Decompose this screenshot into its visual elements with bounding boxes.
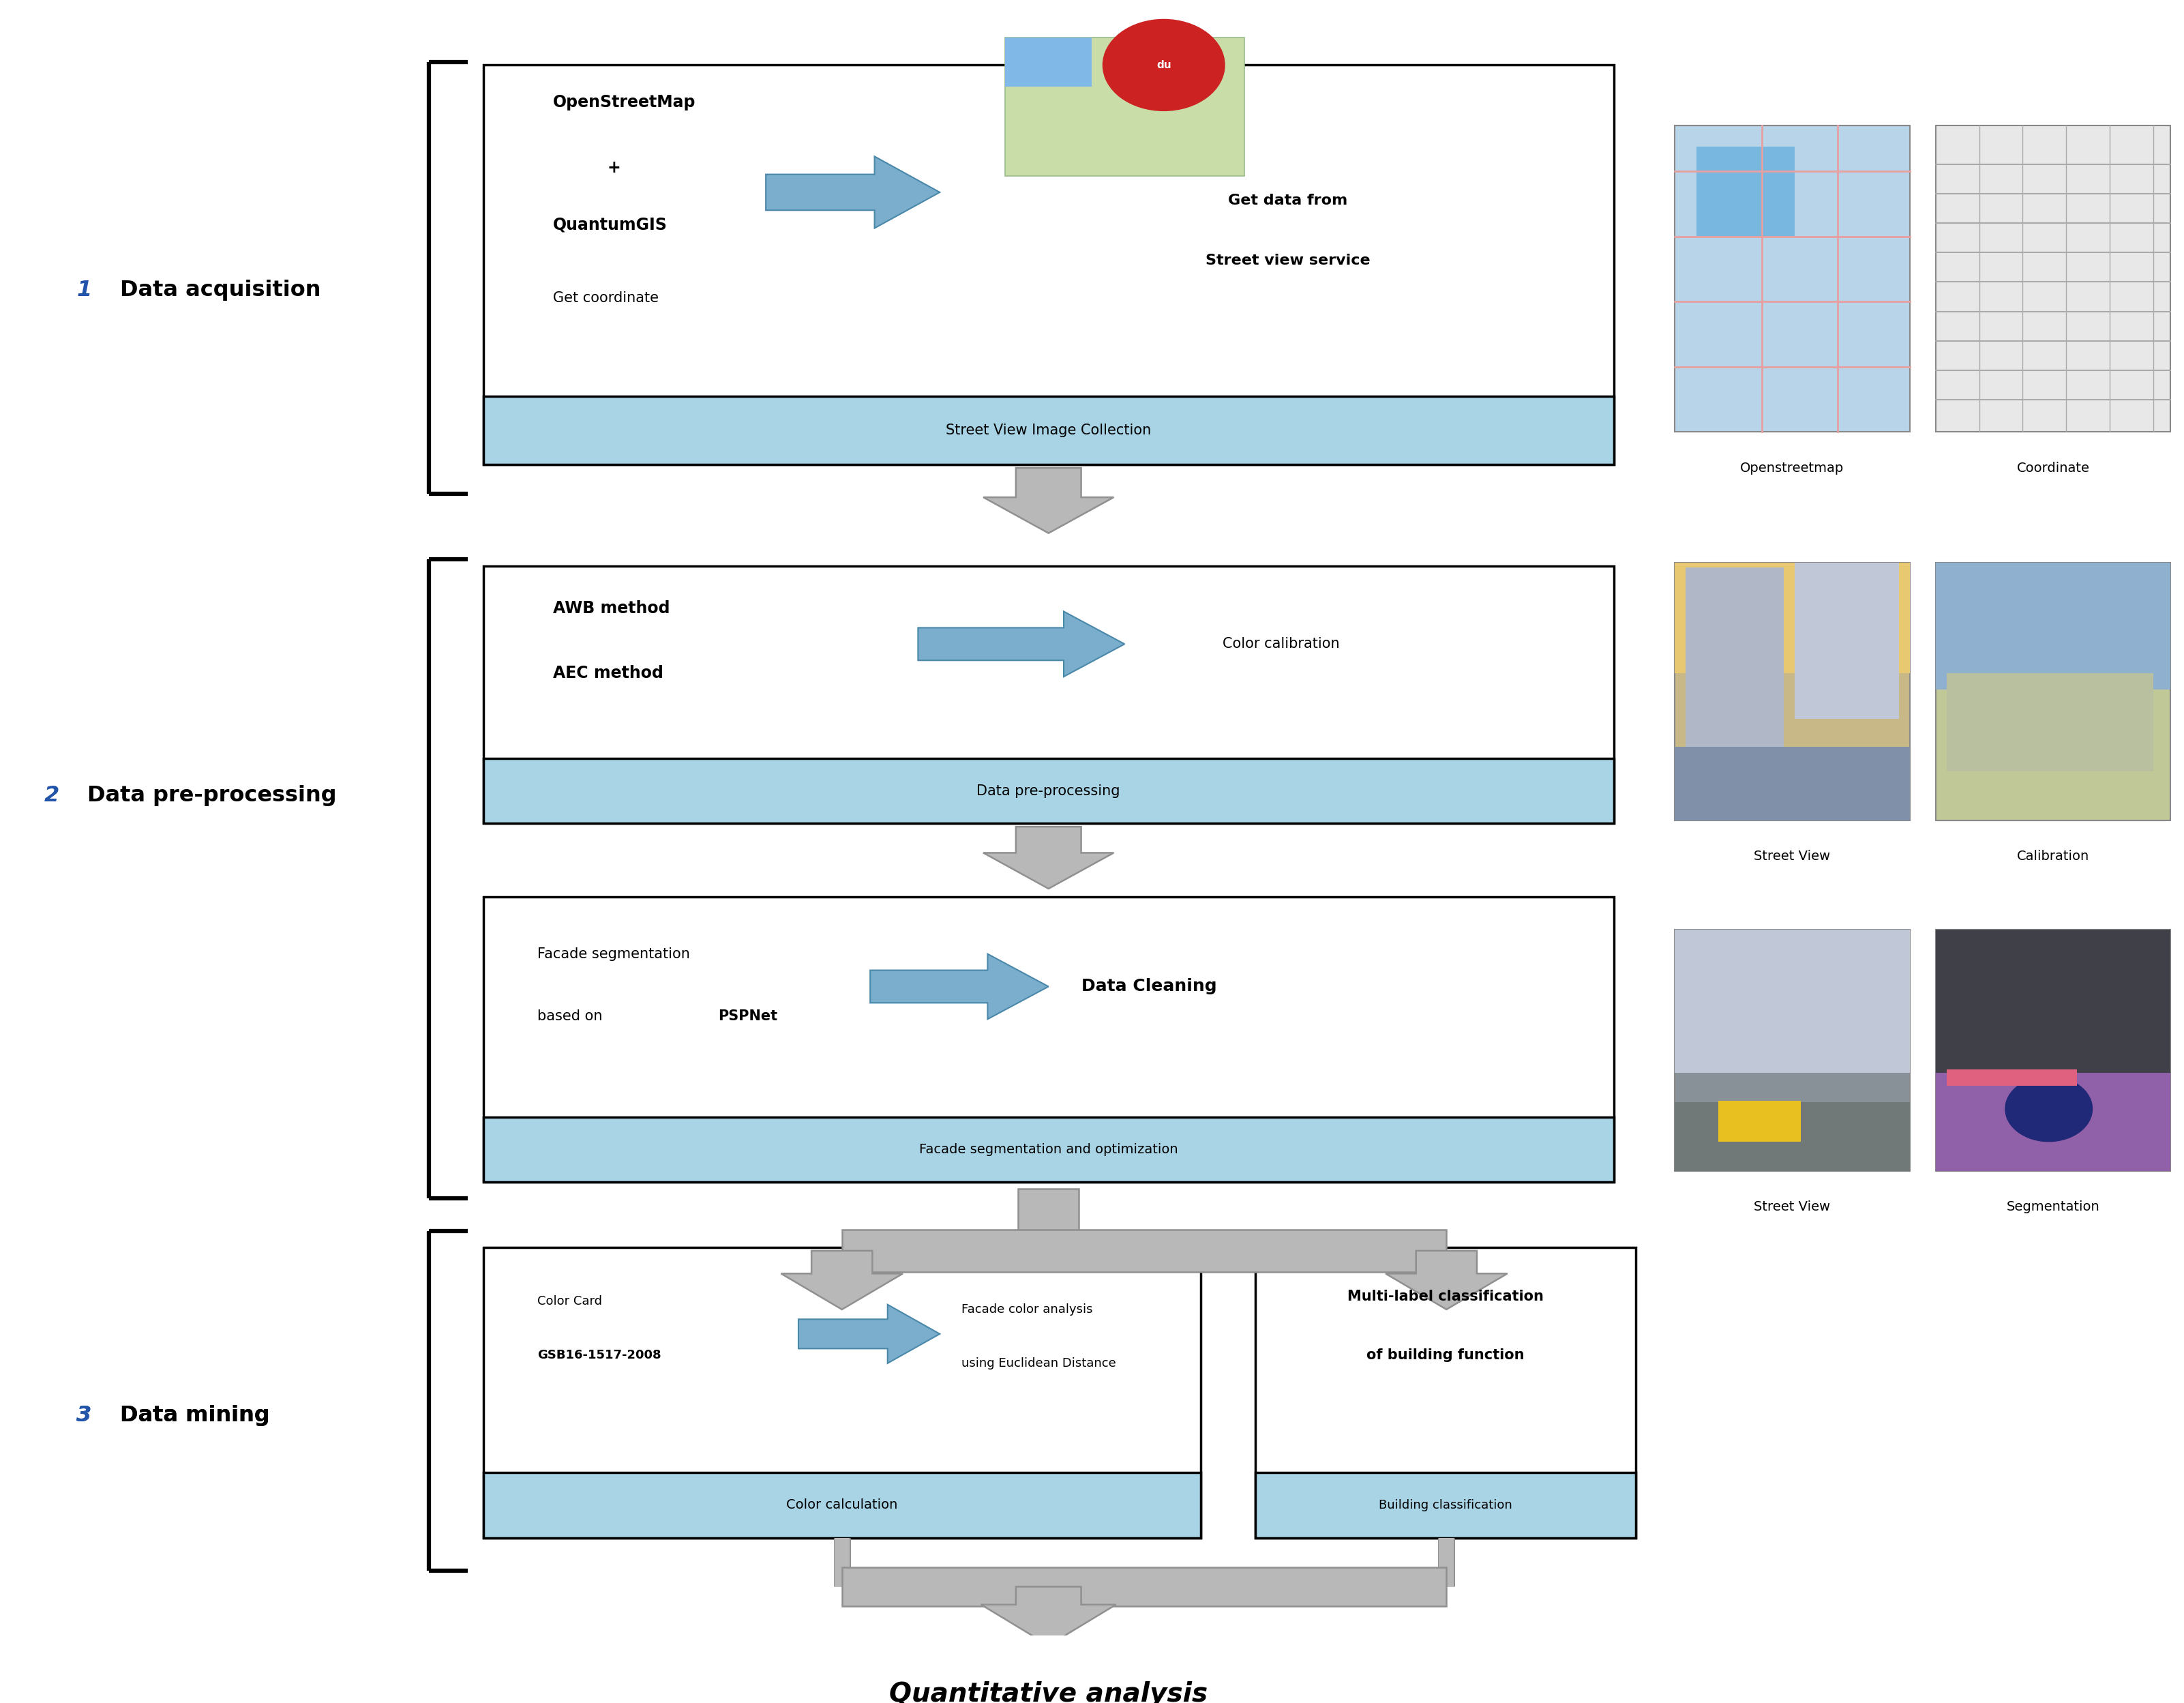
Text: 3: 3 — [76, 1405, 92, 1425]
FancyBboxPatch shape — [1675, 562, 1909, 821]
FancyBboxPatch shape — [1675, 562, 1909, 673]
Text: OpenStreetMap: OpenStreetMap — [553, 94, 695, 111]
Text: du: du — [1155, 60, 1171, 70]
FancyBboxPatch shape — [1256, 1473, 1636, 1538]
FancyBboxPatch shape — [1675, 748, 1909, 821]
Text: Data mining: Data mining — [120, 1405, 271, 1425]
Text: AWB method: AWB method — [553, 599, 670, 616]
FancyBboxPatch shape — [1675, 1102, 1909, 1172]
Text: Street View: Street View — [1754, 1201, 1830, 1213]
Text: PSPNet: PSPNet — [719, 1010, 778, 1024]
Text: Segmentation: Segmentation — [2007, 1201, 2099, 1213]
FancyBboxPatch shape — [1935, 126, 2171, 433]
Text: Color calculation: Color calculation — [786, 1499, 898, 1512]
Text: Data pre-processing: Data pre-processing — [87, 785, 336, 806]
FancyArrow shape — [841, 1567, 1446, 1606]
FancyBboxPatch shape — [483, 897, 1614, 1182]
FancyArrow shape — [1385, 1250, 1507, 1310]
Text: QuantumGIS: QuantumGIS — [553, 216, 666, 233]
FancyBboxPatch shape — [1697, 146, 1795, 237]
FancyBboxPatch shape — [1005, 37, 1092, 87]
FancyBboxPatch shape — [1256, 1248, 1636, 1538]
FancyBboxPatch shape — [483, 1117, 1614, 1182]
Text: Building classification: Building classification — [1378, 1499, 1511, 1511]
FancyArrow shape — [981, 1587, 1116, 1645]
FancyBboxPatch shape — [483, 758, 1614, 824]
FancyBboxPatch shape — [1935, 562, 2171, 821]
FancyArrow shape — [782, 1250, 902, 1310]
FancyBboxPatch shape — [1719, 1100, 1802, 1141]
Text: 2: 2 — [44, 785, 59, 806]
FancyArrow shape — [869, 954, 1048, 1018]
FancyBboxPatch shape — [483, 1248, 1201, 1538]
FancyArrow shape — [983, 826, 1114, 889]
Text: of building function: of building function — [1367, 1349, 1524, 1362]
FancyBboxPatch shape — [1675, 930, 1909, 1073]
FancyBboxPatch shape — [1675, 126, 1909, 433]
Circle shape — [2005, 1076, 2092, 1141]
Text: Get coordinate: Get coordinate — [553, 291, 657, 305]
FancyBboxPatch shape — [483, 565, 1614, 824]
FancyBboxPatch shape — [1935, 1073, 2171, 1172]
Text: 1: 1 — [76, 279, 92, 301]
FancyArrow shape — [799, 1304, 939, 1364]
Text: Facade segmentation: Facade segmentation — [537, 947, 690, 960]
FancyBboxPatch shape — [1946, 1069, 2077, 1087]
FancyBboxPatch shape — [1935, 930, 2171, 1172]
Text: Street View Image Collection: Street View Image Collection — [946, 424, 1151, 438]
FancyArrow shape — [917, 611, 1125, 676]
FancyArrow shape — [1018, 1189, 1079, 1250]
Text: AEC method: AEC method — [553, 666, 664, 681]
Text: Coordinate: Coordinate — [2016, 462, 2090, 475]
FancyBboxPatch shape — [1935, 562, 2171, 690]
FancyBboxPatch shape — [483, 65, 1614, 465]
FancyBboxPatch shape — [1686, 567, 1784, 748]
Text: Facade color analysis: Facade color analysis — [961, 1303, 1092, 1316]
FancyArrow shape — [767, 157, 939, 228]
Text: Data acquisition: Data acquisition — [120, 279, 321, 301]
FancyBboxPatch shape — [1946, 673, 2153, 771]
FancyBboxPatch shape — [1675, 930, 1909, 1172]
Text: Street view service: Street view service — [1206, 254, 1369, 267]
Text: Calibration: Calibration — [2016, 850, 2090, 862]
Text: Openstreetmap: Openstreetmap — [1741, 462, 1843, 475]
FancyBboxPatch shape — [1005, 37, 1245, 175]
FancyBboxPatch shape — [483, 397, 1614, 465]
Text: Color Card: Color Card — [537, 1296, 603, 1308]
Text: Data Cleaning: Data Cleaning — [1081, 978, 1216, 995]
Text: 3: 3 — [76, 1405, 92, 1425]
Text: using Euclidean Distance: using Euclidean Distance — [961, 1357, 1116, 1369]
Text: Facade segmentation and optimization: Facade segmentation and optimization — [919, 1143, 1177, 1156]
Text: Data pre-processing: Data pre-processing — [976, 783, 1120, 797]
Text: Color calibration: Color calibration — [1223, 637, 1339, 651]
FancyArrow shape — [983, 468, 1114, 533]
FancyArrow shape — [841, 1230, 1446, 1272]
Text: Get data from: Get data from — [1227, 194, 1348, 208]
FancyBboxPatch shape — [1795, 562, 1898, 719]
Text: Street View: Street View — [1754, 850, 1830, 862]
Circle shape — [1103, 19, 1225, 111]
Text: GSB16-1517-2008: GSB16-1517-2008 — [537, 1349, 662, 1361]
FancyBboxPatch shape — [483, 1473, 1201, 1538]
FancyBboxPatch shape — [1935, 930, 2171, 1073]
Text: Quantitative analysis: Quantitative analysis — [889, 1681, 1208, 1703]
Text: Multi-label classification: Multi-label classification — [1348, 1289, 1544, 1303]
Text: based on: based on — [537, 1010, 607, 1024]
Text: +: + — [607, 160, 620, 175]
Text: Data mining: Data mining — [120, 1405, 271, 1425]
